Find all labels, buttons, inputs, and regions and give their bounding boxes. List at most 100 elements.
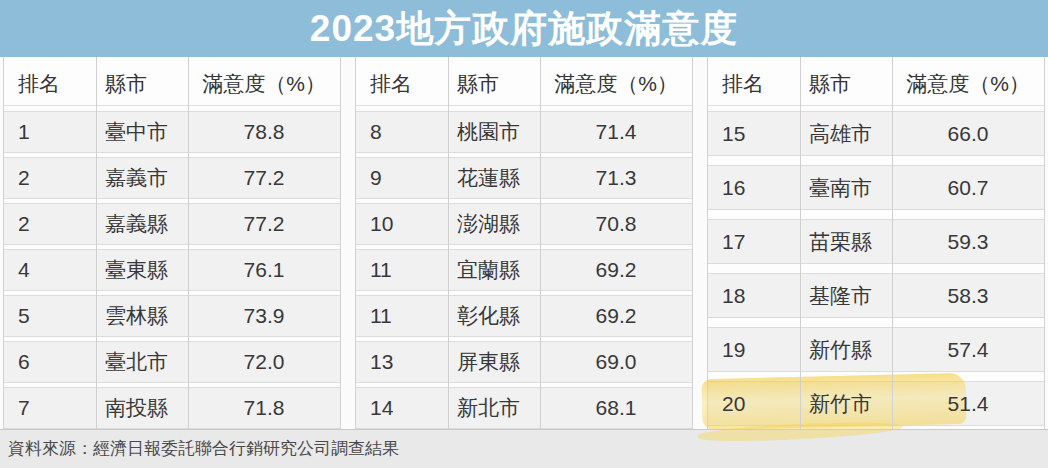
- city-cell: 新竹縣: [800, 336, 892, 364]
- table-row: 20新竹市51.4: [708, 381, 1044, 426]
- rank-cell: 19: [708, 338, 800, 362]
- table-row: 2嘉義縣77.2: [4, 203, 340, 245]
- table-row: 1臺中市78.8: [4, 111, 340, 153]
- title-band: 2023地方政府施政滿意度: [0, 0, 1048, 57]
- rank-cell: 2: [4, 212, 96, 236]
- city-cell: 彰化縣: [448, 302, 540, 330]
- col-header-city: 縣市: [800, 70, 892, 98]
- value-cell: 69.2: [540, 304, 692, 328]
- value-cell: 69.0: [540, 350, 692, 374]
- rank-cell: 4: [4, 258, 96, 282]
- table-row: 5雲林縣73.9: [4, 295, 340, 337]
- column-divider: [448, 57, 449, 429]
- value-cell: 71.4: [540, 120, 692, 144]
- table-row: 2嘉義市77.2: [4, 157, 340, 199]
- rank-cell: 7: [4, 396, 96, 420]
- table-row: 10澎湖縣70.8: [356, 203, 692, 245]
- city-cell: 宜蘭縣: [448, 256, 540, 284]
- city-cell: 澎湖縣: [448, 210, 540, 238]
- col-header-city: 縣市: [448, 70, 540, 98]
- city-cell: 屏東縣: [448, 348, 540, 376]
- column-divider: [800, 57, 801, 429]
- col-header-rank: 排名: [4, 70, 96, 98]
- value-cell: 77.2: [188, 212, 340, 236]
- value-cell: 72.0: [188, 350, 340, 374]
- page-title: 2023地方政府施政滿意度: [310, 4, 738, 54]
- col-header-satisfaction: 滿意度（%）: [188, 70, 340, 98]
- city-cell: 南投縣: [96, 394, 188, 422]
- city-cell: 高雄市: [800, 120, 892, 148]
- city-cell: 新竹市: [800, 390, 892, 418]
- value-cell: 60.7: [892, 176, 1044, 200]
- rank-cell: 20: [708, 392, 800, 416]
- city-cell: 雲林縣: [96, 302, 188, 330]
- rank-cell: 17: [708, 230, 800, 254]
- ranking-table: 排名 縣市 滿意度（%） 1臺中市78.82嘉義市77.22嘉義縣77.24臺東…: [3, 57, 341, 429]
- col-header-satisfaction: 滿意度（%）: [540, 70, 692, 98]
- value-cell: 71.8: [188, 396, 340, 420]
- city-cell: 臺東縣: [96, 256, 188, 284]
- table-row: 18基隆市58.3: [708, 273, 1044, 318]
- city-cell: 臺南市: [800, 174, 892, 202]
- value-cell: 71.3: [540, 166, 692, 190]
- city-cell: 臺中市: [96, 118, 188, 146]
- table-row: 4臺東縣76.1: [4, 249, 340, 291]
- value-cell: 77.2: [188, 166, 340, 190]
- value-cell: 78.8: [188, 120, 340, 144]
- column-divider: [188, 57, 189, 429]
- table-header-row: 排名 縣市 滿意度（%）: [356, 62, 692, 106]
- table-row: 13屏東縣69.0: [356, 341, 692, 383]
- rank-cell: 11: [356, 258, 448, 282]
- value-cell: 51.4: [892, 392, 1044, 416]
- value-cell: 59.3: [892, 230, 1044, 254]
- table-row: 11宜蘭縣69.2: [356, 249, 692, 291]
- table-row: 17苗栗縣59.3: [708, 219, 1044, 264]
- column-divider: [96, 57, 97, 429]
- city-cell: 嘉義市: [96, 164, 188, 192]
- city-cell: 臺北市: [96, 348, 188, 376]
- tables-container: 排名 縣市 滿意度（%） 1臺中市78.82嘉義市77.22嘉義縣77.24臺東…: [0, 57, 1048, 429]
- table-row: 16臺南市60.7: [708, 165, 1044, 210]
- table-row: 9花蓮縣71.3: [356, 157, 692, 199]
- value-cell: 76.1: [188, 258, 340, 282]
- rank-cell: 10: [356, 212, 448, 236]
- rank-cell: 18: [708, 284, 800, 308]
- table-row: 14新北市68.1: [356, 387, 692, 429]
- col-header-satisfaction: 滿意度（%）: [892, 70, 1044, 98]
- column-divider: [540, 57, 541, 429]
- value-cell: 69.2: [540, 258, 692, 282]
- value-cell: 68.1: [540, 396, 692, 420]
- rank-cell: 15: [708, 122, 800, 146]
- rank-cell: 11: [356, 304, 448, 328]
- ranking-table: 排名 縣市 滿意度（%） 8桃園市71.49花蓮縣71.310澎湖縣70.811…: [355, 57, 693, 429]
- col-header-city: 縣市: [96, 70, 188, 98]
- value-cell: 70.8: [540, 212, 692, 236]
- rank-cell: 14: [356, 396, 448, 420]
- city-cell: 桃園市: [448, 118, 540, 146]
- column-divider: [892, 57, 893, 429]
- rank-cell: 6: [4, 350, 96, 374]
- city-cell: 苗栗縣: [800, 228, 892, 256]
- city-cell: 嘉義縣: [96, 210, 188, 238]
- table-header-row: 排名 縣市 滿意度（%）: [708, 62, 1044, 106]
- rank-cell: 5: [4, 304, 96, 328]
- table-row: 8桃園市71.4: [356, 111, 692, 153]
- table-row: 11彰化縣69.2: [356, 295, 692, 337]
- rank-cell: 9: [356, 166, 448, 190]
- value-cell: 58.3: [892, 284, 1044, 308]
- satisfaction-infographic: 2023地方政府施政滿意度 排名 縣市 滿意度（%） 1臺中市78.82嘉義市7…: [0, 0, 1048, 468]
- city-cell: 花蓮縣: [448, 164, 540, 192]
- table-row: 6臺北市72.0: [4, 341, 340, 383]
- rank-cell: 2: [4, 166, 96, 190]
- value-cell: 57.4: [892, 338, 1044, 362]
- rank-cell: 16: [708, 176, 800, 200]
- table-row: 7南投縣71.8: [4, 387, 340, 429]
- table-header-row: 排名 縣市 滿意度（%）: [4, 62, 340, 106]
- ranking-table: 排名 縣市 滿意度（%） 15高雄市66.0 16臺南市60.7 17苗栗縣59.3…: [707, 57, 1045, 429]
- city-cell: 基隆市: [800, 282, 892, 310]
- source-note: 資料來源：經濟日報委託聯合行銷研究公司調查結果: [0, 429, 1048, 468]
- value-cell: 66.0: [892, 122, 1044, 146]
- col-header-rank: 排名: [356, 70, 448, 98]
- value-cell: 73.9: [188, 304, 340, 328]
- col-header-rank: 排名: [708, 70, 800, 98]
